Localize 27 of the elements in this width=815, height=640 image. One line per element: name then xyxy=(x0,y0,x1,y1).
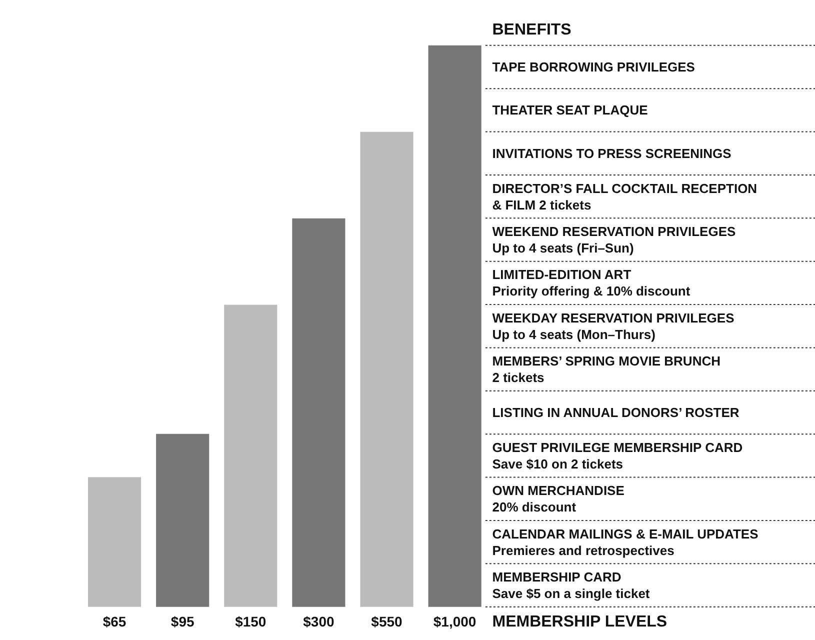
bar xyxy=(156,434,210,607)
x-tick-label: $95 xyxy=(170,614,194,630)
text: THEATER SEAT PLAQUE xyxy=(492,102,648,118)
text: MEMBERSHIP CARD Save $5 on a single ticket xyxy=(492,569,650,601)
text: GUEST PRIVILEGE MEMBERSHIP CARD Save $10 on 2 tickets xyxy=(492,440,743,472)
text: BENEFITS xyxy=(492,22,572,39)
text: WEEKDAY RESERVATION PRIVILEGES Up to 4 seats (Mon–Thurs) xyxy=(492,310,735,342)
x-tick-label: $150 xyxy=(235,614,266,630)
text: WEEKEND RESERVATION PRIVILEGES Up to 4 seats (Fri–Sun) xyxy=(492,224,736,256)
bar xyxy=(292,218,346,607)
x-axis-title: MEMBERSHIP LEVELS xyxy=(492,614,668,631)
text: CALENDAR MAILINGS & E-MAIL UPDATES Premieres and retrospectives xyxy=(492,526,759,558)
bar xyxy=(360,132,414,607)
text: OWN MERCHANDISE 20% discount xyxy=(492,483,625,515)
x-tick-label: $65 xyxy=(102,614,126,630)
text: DIRECTOR’S FALL COCKTAIL RECEPTION & FILM 2 tickets xyxy=(492,180,758,212)
bar xyxy=(224,304,278,607)
x-tick-label: $1,000 xyxy=(433,614,476,630)
x-tick-label: $550 xyxy=(371,614,403,630)
text: TAPE BORROWING PRIVILEGES xyxy=(492,60,696,75)
text: LIMITED-EDITION ART Priority offering & 10% discount xyxy=(492,267,691,299)
text: INVITATIONS TO PRESS SCREENINGS xyxy=(492,146,732,161)
bar xyxy=(428,45,482,607)
text: MEMBERS’ SPRING MOVIE BRUNCH 2 tickets xyxy=(492,354,720,386)
x-tick-label: $300 xyxy=(303,614,334,630)
text: LISTING IN ANNUAL DONORS’ ROSTER xyxy=(492,404,740,420)
bar xyxy=(88,477,142,607)
